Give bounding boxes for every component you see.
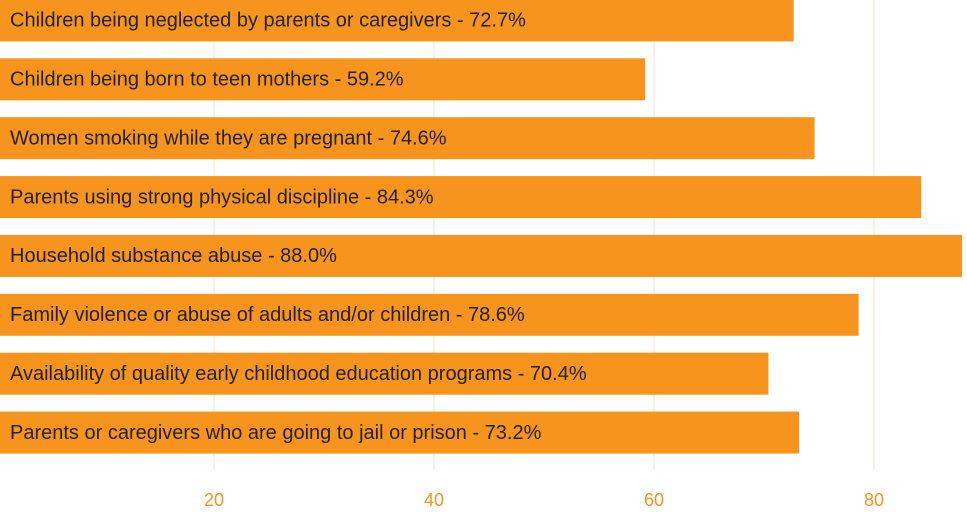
bar-label: Parents using strong physical discipline… (10, 186, 434, 208)
x-tick-label: 60 (644, 490, 664, 510)
x-tick-label: 20 (204, 490, 224, 510)
bar (0, 58, 646, 101)
bar-label: Children being born to teen mothers - 59… (10, 69, 404, 91)
bar-label: Availability of quality early childhood … (10, 363, 587, 385)
x-tick-label: 80 (864, 490, 884, 510)
bar (0, 0, 794, 42)
bar-label: Household substance abuse - 88.0% (10, 245, 337, 267)
bar (0, 117, 815, 160)
bar (0, 293, 859, 336)
bar-label: Children being neglected by parents or c… (10, 10, 526, 32)
bar-label: Parents or caregivers who are going to j… (10, 422, 542, 444)
bar-label: Family violence or abuse of adults and/o… (10, 304, 525, 326)
bar (0, 234, 962, 277)
x-tick-label: 40 (424, 490, 444, 510)
bar (0, 411, 800, 454)
bar (0, 352, 769, 395)
bar (0, 176, 922, 219)
bar-label: Women smoking while they are pregnant - … (10, 127, 447, 149)
